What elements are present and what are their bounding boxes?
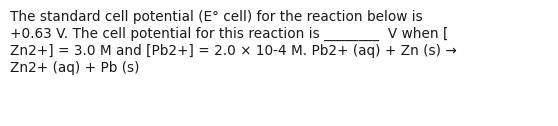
Text: Zn2+ (aq) + Pb (s): Zn2+ (aq) + Pb (s) — [10, 61, 140, 75]
Text: +0.63 V. The cell potential for this reaction is ________  V when [: +0.63 V. The cell potential for this rea… — [10, 27, 449, 41]
Text: The standard cell potential (E° cell) for the reaction below is: The standard cell potential (E° cell) fo… — [10, 10, 423, 24]
Text: Zn2+] = 3.0 M and [Pb2+] = 2.0 × 10-4 M. Pb2+ (aq) + Zn (s) →: Zn2+] = 3.0 M and [Pb2+] = 2.0 × 10-4 M.… — [10, 44, 457, 58]
